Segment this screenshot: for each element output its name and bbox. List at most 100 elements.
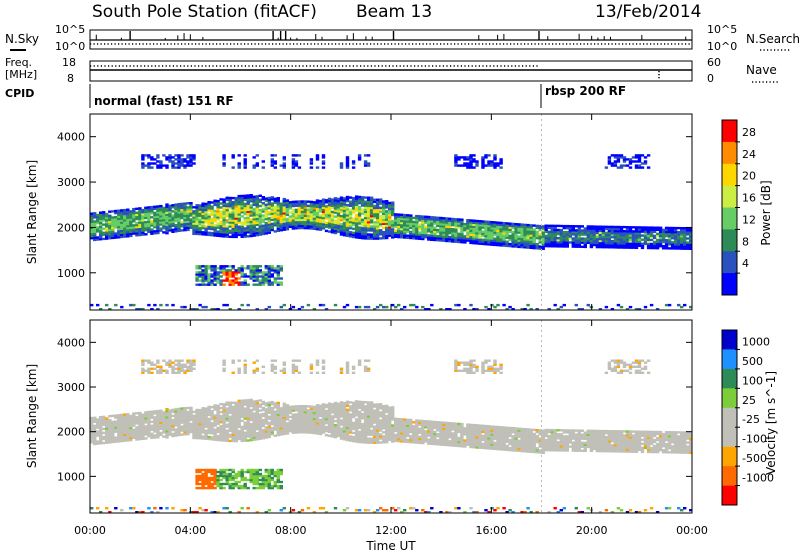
power-cell xyxy=(324,201,329,204)
power-cell xyxy=(156,217,160,220)
power-cell xyxy=(231,196,235,200)
power-cell xyxy=(568,233,572,236)
velocity-cell xyxy=(222,507,226,510)
velocity-cell xyxy=(234,482,238,486)
velocity-cell xyxy=(123,421,127,424)
power-cell xyxy=(372,215,377,218)
velocity-cell xyxy=(192,414,196,418)
power-cell xyxy=(333,209,338,212)
power-cell xyxy=(282,218,286,221)
power-cell xyxy=(354,213,359,217)
power-cell xyxy=(375,227,380,230)
power-cell xyxy=(207,265,211,268)
velocity-cell xyxy=(219,472,223,476)
velocity-cell xyxy=(255,415,259,419)
power-cell xyxy=(490,227,494,230)
power-cell xyxy=(677,235,681,238)
power-cell xyxy=(303,224,308,228)
velocity-cell xyxy=(168,427,172,430)
velocity-cell xyxy=(147,410,151,414)
velocity-cell xyxy=(246,407,250,410)
velocity-cell xyxy=(351,423,356,427)
power-cell xyxy=(165,229,169,233)
velocity-cell xyxy=(216,422,220,426)
power-cell xyxy=(108,224,112,228)
power-cell xyxy=(454,220,458,223)
power-cell xyxy=(216,212,220,215)
velocity-cell xyxy=(204,478,208,482)
power-cell xyxy=(96,238,100,241)
power-cell xyxy=(213,232,217,235)
power-cell xyxy=(93,234,97,237)
power-cell xyxy=(96,222,100,225)
power-cell xyxy=(595,237,600,241)
power-cell xyxy=(90,222,94,226)
power-cell xyxy=(264,271,268,274)
power-cell xyxy=(222,206,226,209)
power-cell xyxy=(354,224,359,227)
velocity-cell xyxy=(135,511,139,514)
power-cell xyxy=(363,206,368,209)
velocity-cell xyxy=(279,484,283,488)
power-cell xyxy=(285,199,290,202)
velocity-cell xyxy=(348,419,353,422)
power-cell xyxy=(147,303,151,307)
power-cell xyxy=(327,230,332,233)
power-cell xyxy=(523,235,527,239)
power-cell xyxy=(174,219,178,223)
power-cell xyxy=(496,162,500,165)
velocity-cell xyxy=(159,431,163,435)
power-cell xyxy=(105,229,109,232)
power-cell xyxy=(300,202,305,205)
power-cell xyxy=(493,241,497,245)
velocity-cell xyxy=(132,414,136,417)
power-cell xyxy=(246,206,250,209)
power-cell xyxy=(204,206,208,210)
power-cell xyxy=(324,207,329,210)
velocity-cell xyxy=(168,359,172,362)
power-cell xyxy=(375,210,380,214)
power-cell xyxy=(382,216,386,219)
power-cell xyxy=(442,235,446,238)
velocity-cell xyxy=(183,429,187,432)
power-cell xyxy=(117,213,121,216)
power-cell xyxy=(547,240,551,244)
power-cell xyxy=(273,271,277,274)
power-cell xyxy=(658,238,663,242)
power-cell xyxy=(592,235,597,238)
power-cell xyxy=(336,226,341,229)
power-cell xyxy=(391,224,395,227)
power-cell xyxy=(243,160,247,163)
power-cell xyxy=(661,232,666,236)
power-cell xyxy=(541,245,545,248)
velocity-cell xyxy=(210,410,214,413)
power-cell xyxy=(141,215,145,218)
power-cell xyxy=(397,213,401,216)
power-cell xyxy=(141,158,145,161)
power-cell xyxy=(463,156,467,159)
power-cell xyxy=(342,231,347,235)
power-cell xyxy=(385,206,389,209)
velocity-cell xyxy=(144,421,148,424)
power-cell xyxy=(261,277,265,280)
velocity-cell xyxy=(126,431,130,434)
power-cell xyxy=(135,215,139,219)
power-cell xyxy=(165,205,169,208)
power-cell xyxy=(637,156,642,159)
power-cell xyxy=(261,196,265,199)
power-cell xyxy=(670,226,675,230)
power-cell xyxy=(183,305,187,309)
velocity-cell xyxy=(219,470,223,474)
power-cell xyxy=(457,164,461,167)
power-cell xyxy=(183,164,187,167)
power-cell xyxy=(210,211,214,214)
velocity-cell xyxy=(162,421,166,424)
power-cell xyxy=(421,217,425,220)
velocity-cell xyxy=(201,425,205,428)
velocity-cell xyxy=(222,407,226,410)
velocity-cell xyxy=(285,424,290,427)
velocity-cell xyxy=(345,507,350,510)
power-cell xyxy=(255,213,259,216)
velocity-cell xyxy=(213,482,217,486)
power-cell xyxy=(541,247,545,250)
